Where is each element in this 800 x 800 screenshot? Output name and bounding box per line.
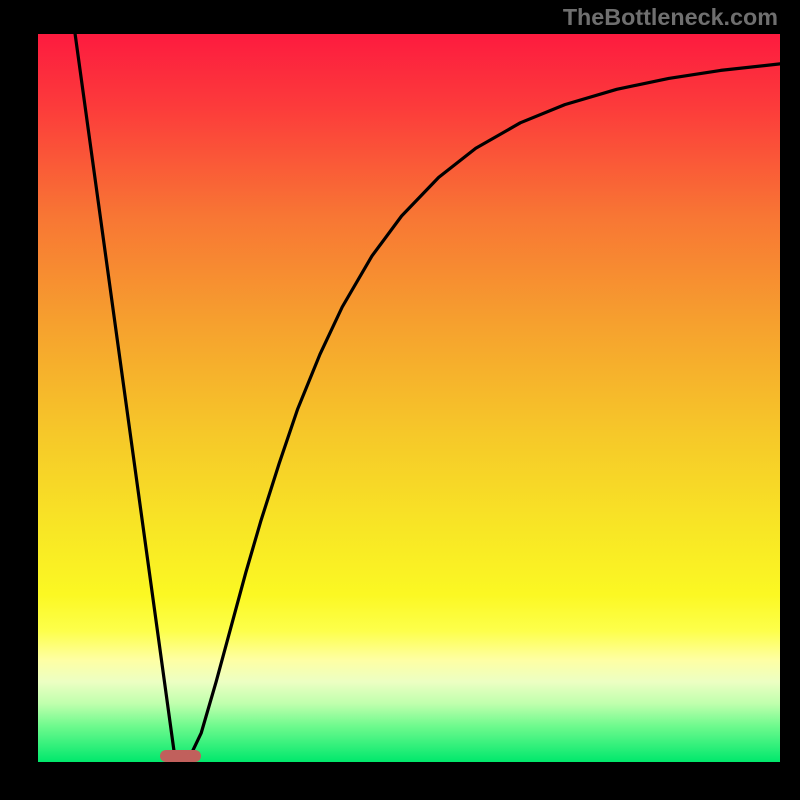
frame-bottom — [0, 762, 800, 800]
frame-right — [780, 34, 800, 762]
plot-area — [38, 34, 780, 762]
frame-left — [0, 34, 38, 762]
chart-canvas: TheBottleneck.com — [0, 0, 800, 800]
optimum-marker — [160, 750, 202, 762]
watermark-text: TheBottleneck.com — [563, 4, 778, 31]
curve-svg — [38, 34, 780, 762]
watermark-label: TheBottleneck.com — [563, 4, 778, 30]
curve-path — [75, 34, 780, 755]
